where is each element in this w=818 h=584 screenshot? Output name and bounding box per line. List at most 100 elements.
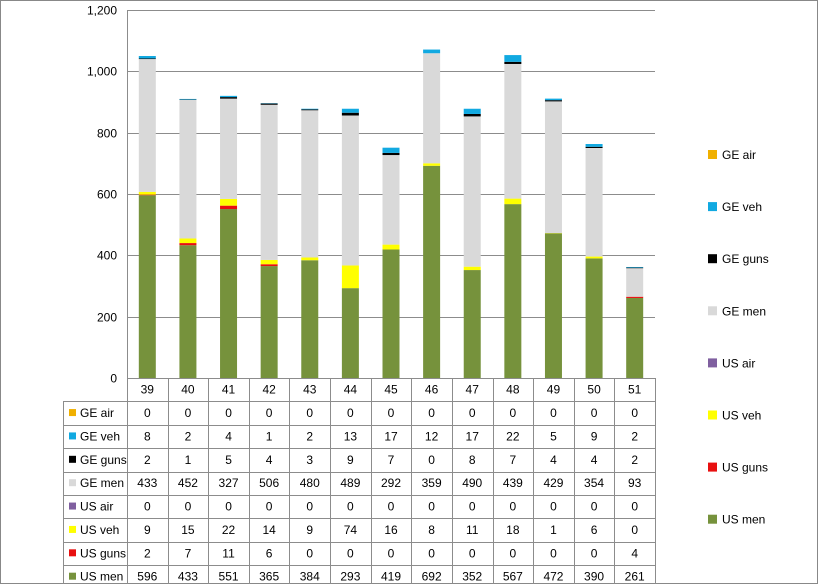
bar-segment-us-guns — [260, 264, 278, 267]
bar-segment-us-veh — [138, 191, 156, 195]
table-cell-value: 0 — [185, 500, 192, 514]
legend-label: US men — [722, 513, 765, 527]
table-cell-value: 11 — [466, 523, 479, 537]
y-tick-label: 800 — [97, 127, 117, 141]
table-cell-value: 327 — [219, 476, 239, 490]
legend-label: GE air — [722, 148, 756, 162]
table-cell-value: 489 — [340, 476, 360, 490]
x-tick-label: 45 — [384, 383, 398, 397]
table-legend-key — [69, 525, 76, 533]
table-cell-value: 452 — [178, 476, 198, 490]
bar-segment-ge-men — [341, 115, 359, 266]
bar-segment-us-veh — [179, 238, 197, 244]
y-tick-label: 1,000 — [87, 65, 117, 79]
bar-segment-ge-men — [301, 110, 319, 258]
table-cell-value: 1 — [185, 453, 192, 467]
table-cell-value: 0 — [550, 406, 557, 420]
bar-segment-us-men — [341, 288, 359, 378]
bar-segment-us-veh — [423, 163, 441, 166]
bar-segment-ge-veh — [585, 144, 603, 147]
x-tick-label: 44 — [344, 383, 358, 397]
table-cell-value: 439 — [503, 476, 523, 490]
table-cell-value: 16 — [384, 523, 398, 537]
table-cell-value: 6 — [591, 523, 598, 537]
legend-label: US air — [722, 356, 755, 370]
table-cell-value: 0 — [388, 546, 395, 560]
bar-segment-us-guns — [138, 194, 156, 196]
table-cell-value: 692 — [422, 570, 442, 584]
table-cell-value: 0 — [510, 546, 517, 560]
x-tick-label: 50 — [587, 383, 601, 397]
table-row-label: US guns — [80, 546, 126, 560]
bar-segment-us-veh — [260, 259, 278, 265]
y-tick-label: 600 — [97, 188, 117, 202]
table-cell-value: 0 — [347, 406, 354, 420]
bar-segment-ge-men — [382, 155, 400, 245]
bar-segment-ge-guns — [220, 97, 238, 99]
bar-segment-us-veh — [341, 265, 359, 289]
bar-segment-us-men — [301, 260, 319, 378]
table-row-label: US air — [80, 500, 113, 514]
table-cell-value: 5 — [225, 453, 232, 467]
x-tick-label: 47 — [466, 383, 480, 397]
table-cell-value: 5 — [550, 429, 557, 443]
table-cell-value: 13 — [344, 429, 358, 443]
table-cell-value: 354 — [584, 476, 604, 490]
table-cell-value: 0 — [631, 406, 638, 420]
table-cell-value: 0 — [266, 406, 273, 420]
bar-segment-ge-men — [626, 268, 644, 297]
bar-segment-ge-men — [463, 116, 481, 267]
table-row-label: GE veh — [80, 429, 120, 443]
x-tick-label: 39 — [141, 383, 155, 397]
table-cell-value: 93 — [628, 476, 642, 490]
table-cell-value: 17 — [384, 429, 398, 443]
bar-segment-ge-guns — [544, 100, 562, 102]
legend-key — [708, 514, 717, 524]
table-cell-value: 0 — [144, 500, 151, 514]
table-cell-value: 0 — [469, 546, 476, 560]
bar-segment-ge-veh — [179, 98, 197, 100]
table-row-label: GE men — [80, 476, 124, 490]
table-cell-value: 596 — [137, 570, 157, 584]
table-cell-value: 4 — [550, 453, 557, 467]
table-cell-value: 7 — [185, 546, 192, 560]
table-cell-value: 15 — [181, 523, 195, 537]
bar-segment-us-men — [260, 266, 278, 378]
table-cell-value: 0 — [347, 546, 354, 560]
bar-segment-ge-guns — [585, 146, 603, 148]
bar-segment-ge-guns — [382, 152, 400, 156]
table-legend-key — [69, 455, 76, 463]
table-legend-key — [69, 572, 76, 580]
bar-segment-ge-men — [138, 59, 156, 192]
table-cell-value: 0 — [266, 500, 273, 514]
bar-segment-us-men — [423, 165, 441, 378]
x-tick-label: 42 — [262, 383, 276, 397]
table-cell-value: 0 — [550, 500, 557, 514]
legend-key — [708, 254, 717, 264]
table-legend-key — [69, 502, 76, 510]
table-cell-value: 8 — [144, 429, 151, 443]
table-cell-value: 384 — [300, 570, 320, 584]
table-cell-value: 0 — [306, 500, 313, 514]
table-cell-value: 0 — [631, 500, 638, 514]
table-cell-value: 0 — [428, 500, 435, 514]
table-legend-key — [69, 432, 76, 440]
table-cell-value: 261 — [625, 570, 645, 584]
x-tick-label: 51 — [628, 383, 642, 397]
table-cell-value: 74 — [344, 523, 358, 537]
legend-key — [708, 462, 717, 472]
bar-segment-us-veh — [382, 244, 400, 250]
table-cell-value: 9 — [144, 523, 151, 537]
bar-segment-ge-veh — [341, 108, 359, 113]
table-cell-value: 7 — [510, 453, 517, 467]
bar-segment-us-guns — [626, 296, 644, 298]
table-cell-value: 0 — [225, 500, 232, 514]
table-cell-value: 390 — [584, 570, 604, 584]
bar-segment-ge-veh — [382, 147, 400, 153]
table-cell-value: 352 — [462, 570, 482, 584]
table-cell-value: 0 — [550, 546, 557, 560]
table-cell-value: 1 — [550, 523, 557, 537]
bar-segment-ge-guns — [504, 61, 522, 64]
bar-segment-ge-guns — [301, 109, 319, 111]
table-cell-value: 2 — [631, 453, 638, 467]
